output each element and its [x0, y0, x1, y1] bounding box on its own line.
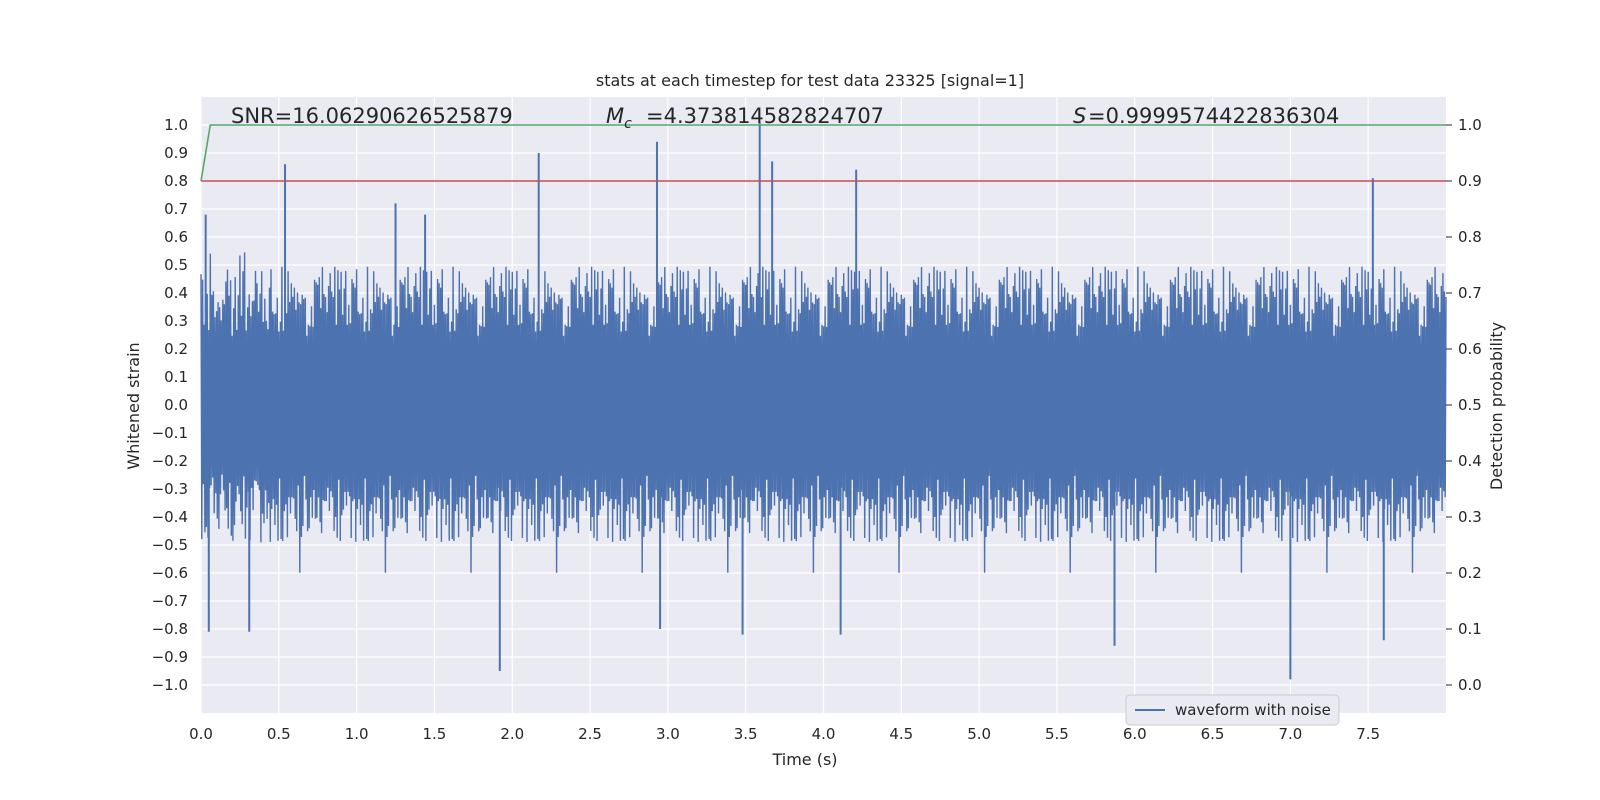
- y-tick-label: 0.9: [164, 144, 188, 162]
- detection-probability-line: [200, 124, 1446, 182]
- waveform-series: [200, 122, 1447, 680]
- y-axis-right-label: Detection probability: [1487, 322, 1506, 490]
- y-right-tick-label: 0.6: [1458, 340, 1482, 358]
- legend-label: waveform with noise: [1175, 701, 1331, 719]
- y-tick-label: −0.9: [152, 648, 188, 666]
- x-tick-label: 2.0: [500, 725, 524, 743]
- y-right-tick-label: 0.5: [1458, 396, 1482, 414]
- y-tick-label: −0.5: [152, 536, 188, 554]
- y-tick-label: 0.8: [164, 172, 188, 190]
- y-tick-label: 0.6: [164, 228, 188, 246]
- legend: waveform with noise: [1125, 694, 1340, 726]
- x-tick-label: 3.5: [734, 725, 758, 743]
- x-tick-label: 5.5: [1045, 725, 1069, 743]
- x-axis-label: Time (s): [771, 750, 837, 769]
- x-tick-label: 3.0: [656, 725, 680, 743]
- snr-annotation: SNR=16.06290626525879: [231, 104, 513, 128]
- x-tick-label: 6.0: [1123, 725, 1147, 743]
- y-tick-label: 0.0: [164, 396, 188, 414]
- x-tick-label: 5.0: [967, 725, 991, 743]
- mc-annotation: =4.373814582824707: [646, 104, 884, 128]
- y-right-tick-label: 0.8: [1458, 228, 1482, 246]
- y-tick-label: 1.0: [164, 116, 188, 134]
- s-symbol: S: [1073, 104, 1086, 128]
- y-right-tick-label: 0.7: [1458, 284, 1482, 302]
- y-right-tick-label: 0.3: [1458, 508, 1482, 526]
- y-right-tick-label: 0.2: [1458, 564, 1482, 582]
- x-tick-label: 6.5: [1201, 725, 1225, 743]
- y-tick-label: 0.7: [164, 200, 188, 218]
- y-tick-label: −0.6: [152, 564, 188, 582]
- x-tick-label: 2.5: [578, 725, 602, 743]
- y-tick-label: −0.7: [152, 592, 188, 610]
- y-tick-label: −0.2: [152, 452, 188, 470]
- y-tick-label: 0.5: [164, 256, 188, 274]
- y-axis-label: Whitened strain: [124, 342, 143, 469]
- y-tick-label: 0.4: [164, 284, 188, 302]
- x-tick-label: 4.0: [812, 725, 836, 743]
- y-axis-right-ticks: 1.0 0.9 0.8 0.7 0.6 0.5 0.4 0.3 0.2 0.1 0.0: [1446, 116, 1482, 694]
- x-tick-label: 1.5: [423, 725, 447, 743]
- x-tick-label: 0.0: [189, 725, 213, 743]
- y-tick-label: −0.3: [152, 480, 188, 498]
- probability-lines: [200, 124, 1446, 182]
- y-tick-label: −1.0: [152, 676, 188, 694]
- y-tick-label: 0.3: [164, 312, 188, 330]
- y-tick-label: 0.1: [164, 368, 188, 386]
- chart-title: stats at each timestep for test data 233…: [596, 71, 1024, 90]
- legend-box: [1125, 694, 1340, 726]
- y-right-tick-label: 0.9: [1458, 172, 1482, 190]
- y-tick-label: −0.1: [152, 424, 188, 442]
- y-right-tick-label: 0.1: [1458, 620, 1482, 638]
- y-axis-ticks: 1.0 0.9 0.8 0.7 0.6 0.5 0.4 0.3 0.2 0.1 0.0 −0.1 −0.…: [152, 116, 188, 694]
- x-tick-label: 0.5: [267, 725, 291, 743]
- x-tick-label: 7.5: [1356, 725, 1380, 743]
- y-tick-label: −0.4: [152, 508, 188, 526]
- x-tick-label: 4.5: [889, 725, 913, 743]
- y-tick-label: 0.2: [164, 340, 188, 358]
- y-right-tick-label: 1.0: [1458, 116, 1482, 134]
- waveform-core: [201, 343, 1446, 467]
- s-annotation: =0.9999574422836304: [1088, 104, 1339, 128]
- y-right-tick-label: 0.4: [1458, 452, 1482, 470]
- y-right-tick-label: 0.0: [1458, 676, 1482, 694]
- x-tick-label: 7.0: [1278, 725, 1302, 743]
- y-tick-label: −0.8: [152, 620, 188, 638]
- x-axis-ticks: 0.0 0.5 1.0 1.5 2.0 2.5 3.0 3.5 4.0 4.5 5.0 5.5 6.0 6…: [189, 725, 1380, 743]
- x-tick-label: 1.0: [345, 725, 369, 743]
